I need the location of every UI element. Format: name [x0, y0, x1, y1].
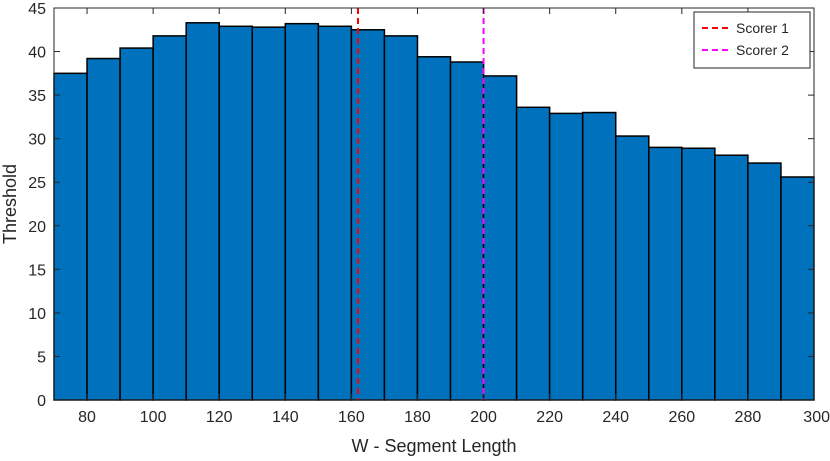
legend-label-1: Scorer 1 [736, 20, 789, 36]
bar-145 [284, 22, 320, 401]
y-tick-label: 45 [28, 1, 46, 18]
bar-85 [86, 57, 121, 401]
bar-215 [515, 106, 551, 401]
y-tick-label: 20 [28, 219, 46, 236]
bar-135 [251, 26, 287, 401]
bar-245 [614, 135, 650, 401]
y-axis-label: Threshold [0, 164, 20, 244]
y-tick-label: 0 [37, 393, 46, 410]
bar-285 [747, 162, 782, 401]
bar-115 [185, 22, 220, 401]
y-tick-label: 40 [28, 45, 46, 62]
bar-225 [548, 112, 584, 401]
x-tick-label: 240 [602, 409, 629, 426]
bar-195 [449, 61, 485, 401]
x-tick-label: 280 [735, 409, 762, 426]
y-tick-label: 15 [28, 262, 46, 279]
plot-frame [53, 7, 815, 401]
bar-275 [714, 154, 749, 401]
bar-125 [218, 25, 254, 401]
y-tick-label: 5 [37, 349, 46, 366]
x-tick-label: 260 [668, 409, 695, 426]
x-tick-label: 180 [404, 409, 431, 426]
bar-155 [317, 25, 353, 401]
x-tick-label: 140 [272, 409, 299, 426]
legend-label-2: Scorer 2 [736, 42, 789, 58]
bar-95 [119, 47, 154, 401]
x-tick-label: 100 [140, 409, 167, 426]
bar-165 [350, 29, 386, 401]
x-tick-label: 200 [470, 409, 497, 426]
bar-175 [383, 35, 419, 401]
bar-255 [648, 146, 683, 401]
bar-265 [681, 147, 716, 401]
x-tick-label: 80 [78, 409, 96, 426]
bar-75 [53, 72, 88, 401]
y-axis-ticks: 0 5 10 15 20 25 30 35 40 45 [28, 1, 814, 410]
x-axis-label: W - Segment Length [351, 436, 516, 456]
y-tick-label: 25 [28, 175, 46, 192]
reference-lines-group [357, 8, 485, 400]
x-tick-label: 300 [803, 409, 830, 426]
y-tick-label: 10 [28, 306, 46, 323]
bar-205 [482, 75, 518, 401]
bar-105 [152, 35, 187, 401]
bar-295 [780, 176, 815, 401]
y-tick-label: 30 [28, 132, 46, 149]
legend: Scorer 1 Scorer 2 [693, 11, 811, 69]
legend-box [693, 11, 811, 69]
x-tick-label: 120 [206, 409, 233, 426]
x-tick-label: 220 [536, 409, 563, 426]
y-tick-label: 35 [28, 88, 46, 105]
x-tick-label: 160 [338, 409, 365, 426]
bar-185 [416, 56, 452, 401]
x-axis-ticks: 80 100 120 140 160 180 200 220 240 260 280 300 [78, 8, 830, 426]
bar-235 [581, 111, 617, 401]
bars-group [53, 22, 815, 401]
